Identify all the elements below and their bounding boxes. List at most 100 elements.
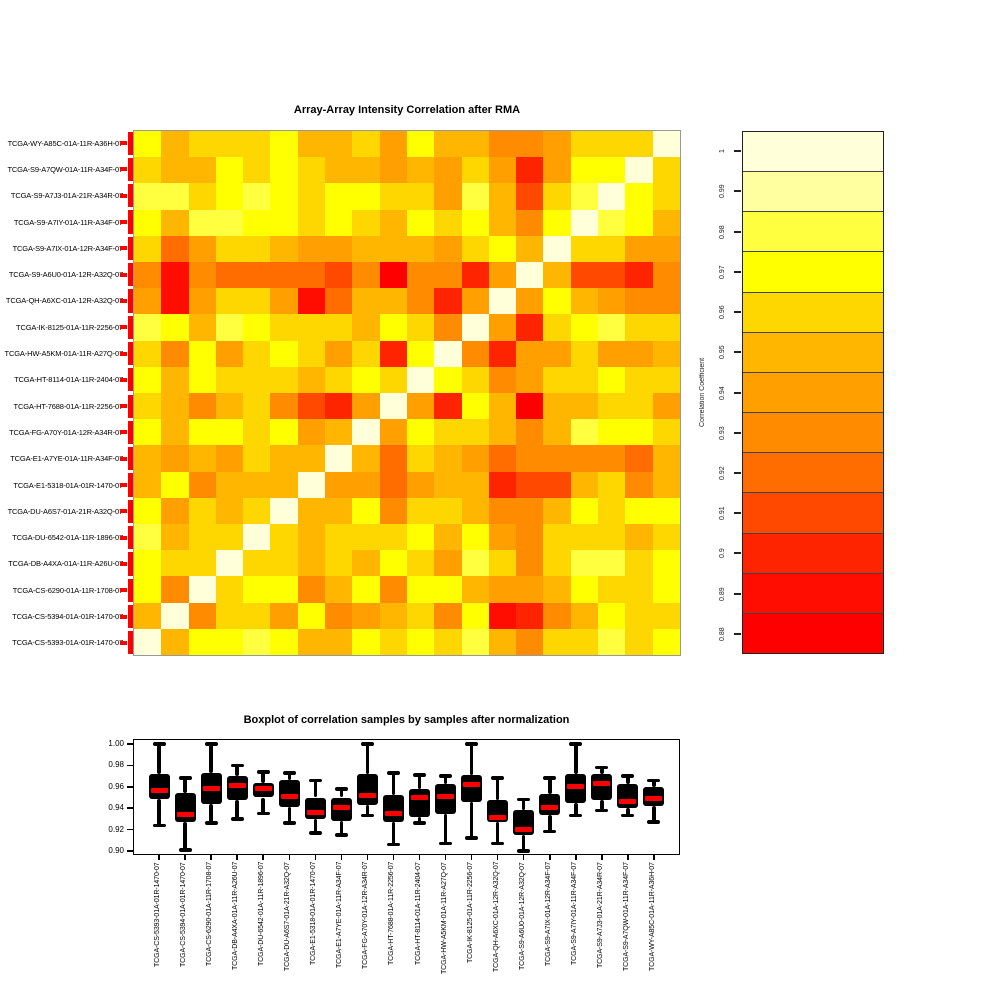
heatmap-cell [598,393,626,420]
legend-tick [734,270,741,273]
row-marker [128,473,133,497]
heatmap-cell [379,262,407,289]
heatmap-cell [625,314,653,341]
heatmap-cell [516,576,544,603]
heatmap-cell [270,314,298,341]
legend-tick-label: 0.88 [719,627,726,641]
boxplot-whisker-cap [569,742,583,746]
heatmap-cell [352,209,380,236]
boxplot-box [174,793,196,823]
row-marker [128,499,133,523]
heatmap-cell [161,314,189,341]
heatmap-cell [406,471,435,498]
heatmap-cell [598,471,626,498]
heatmap-cell [297,602,326,629]
legend-tick [734,471,741,474]
heatmap-cell [488,262,517,289]
boxplot-whisker-stem [339,821,344,835]
heatmap-cell [352,393,380,420]
row-marker [128,263,133,287]
heatmap-cell [270,366,298,393]
boxplot-whisker-stem [261,771,265,783]
heatmap-cell [543,576,571,603]
heatmap-cell [488,366,517,393]
heatmap-cell [379,550,407,577]
heatmap-cell [352,340,380,367]
row-label: TCGA-S9-A7IX-01A-12R-A34F-07 [12,243,124,253]
heatmap-cell [161,524,189,551]
boxplot-box [304,797,326,819]
boxplot-whisker-stem [548,778,552,795]
boxplot-whisker-stem [652,780,656,787]
heatmap-cell [325,602,353,629]
heatmap-cell [379,235,407,262]
y-tick [127,743,133,745]
heatmap-cell [134,550,162,577]
heatmap-cell [461,340,489,367]
heatmap-cell [352,157,380,184]
row-marker-tick [120,351,127,356]
heatmap-cell [270,602,298,629]
heatmap-cell [570,131,599,158]
x-tick-label: TCGA-S9-A7J3-01A-21R-A34R-07 [596,862,604,968]
heatmap-cell [516,550,544,577]
legend-tick-label: 0.94 [719,385,726,400]
boxplot-whisker-stem [626,808,630,816]
boxplot-median [645,796,663,802]
legend-color-segment [743,412,883,453]
boxplot-whisker-stem [183,778,187,794]
heatmap-cell [188,524,216,551]
row-marker [128,394,133,418]
heatmap-cell [516,445,544,472]
heatmap-cell [297,209,326,236]
boxplot-box [356,773,378,805]
heatmap-cell [325,131,353,158]
heatmap-cell [488,497,517,524]
y-tick-label: 1.00 [108,739,124,748]
boxplot-whisker-stem [339,788,344,798]
heatmap-cell [243,340,271,367]
x-tick-label: TCGA-FG-A70Y-01A-12R-A34R-07 [362,862,370,970]
heatmap-cell [325,576,353,603]
row-marker-tick [120,614,127,619]
heatmap-cell [625,550,653,577]
row-label: TCGA-FG-A70Y-01A-12R-A34R-07 [9,427,123,437]
heatmap-cell [570,340,599,367]
heatmap-cell [570,602,599,629]
heatmap-cell [379,393,407,420]
boxplot-whisker-stem [574,802,578,816]
x-tick-label: TCGA-IK-8125-01A-11R-2256-07 [466,862,474,963]
y-tick-label: 0.90 [108,846,124,855]
heatmap-cell [161,628,189,655]
heatmap-cell [516,497,544,524]
heatmap-cell [134,288,162,315]
row-label: TCGA-QH-A6XC-01A-12R-A32Q-07 [5,296,123,306]
boxplot-whisker-stem [365,804,370,816]
heatmap-cell [352,497,380,524]
heatmap-cell [188,288,216,315]
heatmap-cell [652,235,680,262]
x-tick [288,855,291,860]
x-tick-label: TCGA-CS-6290-01A-11R-1708-07 [206,862,214,967]
boxplot-box [148,773,170,799]
heatmap-cell [379,524,407,551]
boxplot-whisker-cap [152,823,166,828]
heatmap-cell [543,209,571,236]
legend-tick-label: 0.91 [719,506,726,520]
heatmap-cell [243,157,271,184]
x-tick [470,855,473,860]
boxplot-whisker-cap [334,833,348,837]
boxplot-whisker-cap [517,849,531,853]
row-marker [128,236,133,260]
boxplot-whisker-cap [230,763,244,768]
heatmap-cell [270,157,298,184]
heatmap-cell [488,235,517,262]
heatmap-cell [325,314,353,341]
heatmap-cell [543,524,571,551]
heatmap-cell [434,445,462,472]
heatmap-cell [406,262,435,289]
boxplot-whisker-cap [178,848,192,852]
heatmap-cell [188,497,216,524]
heatmap-cell [134,366,162,393]
heatmap-cell [461,445,489,472]
